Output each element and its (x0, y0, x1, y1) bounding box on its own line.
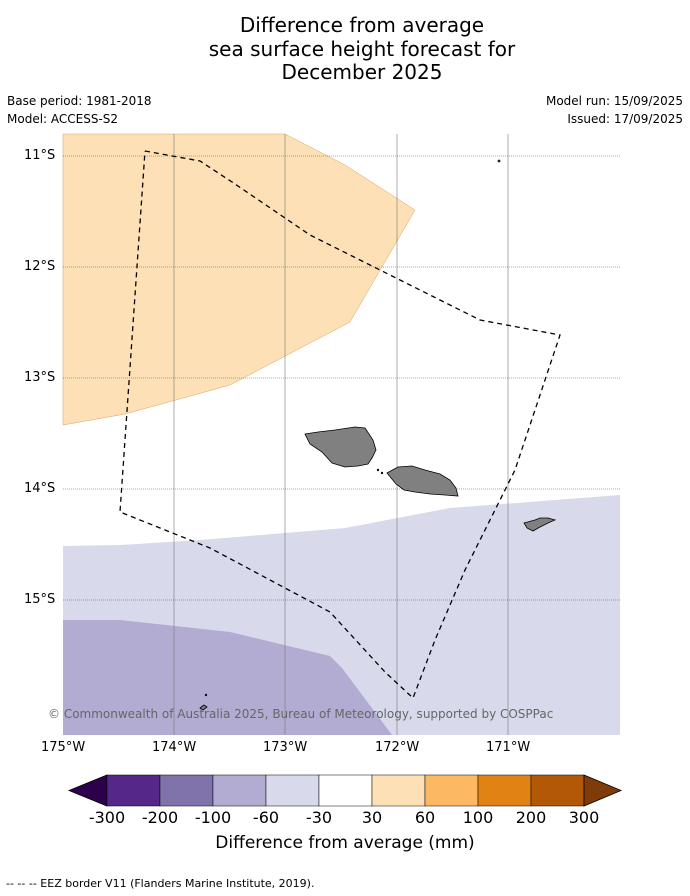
colorbar-tick-label: -200 (141, 808, 179, 827)
lat-label-13s: 13°S (24, 370, 56, 385)
base-period: Base period: 1981-2018 (7, 94, 152, 108)
map-gridlines (173, 134, 509, 735)
eez-footnote: -- -- -- EEZ border V11 (Flanders Marine… (6, 877, 315, 890)
lon-label-171w: 171°W (486, 740, 531, 755)
colorbar-tick-label: -30 (305, 808, 333, 827)
colorbar-cell (106, 774, 161, 807)
savaii-island (304, 426, 377, 468)
colorbar-tick-label: -100 (194, 808, 232, 827)
tutuila-island (523, 517, 557, 532)
colorbar-cell (159, 774, 214, 807)
model-name: Model: ACCESS-S2 (7, 112, 119, 126)
eez-border (119, 150, 561, 700)
colorbar-cell (424, 774, 479, 807)
small-island-north (497, 159, 501, 163)
positive-anomaly-region (62, 133, 416, 426)
title-line-3: December 2025 (281, 60, 443, 84)
samoa-islands (199, 159, 557, 711)
upolu-island (386, 465, 459, 497)
colorbar-label: Difference from average (mm) (215, 833, 475, 853)
colorbar-cell (371, 774, 426, 807)
lon-label-172w: 172°W (375, 740, 420, 755)
negative-anomaly-region-medium (63, 620, 392, 735)
colorbar-extension-high (583, 774, 623, 807)
colorbar-extension-low (67, 774, 108, 807)
lat-label-14s: 14°S (24, 481, 56, 496)
small-islet-a (376, 468, 380, 472)
colorbar-tick-label: 60 (414, 808, 436, 827)
small-island-south (199, 704, 208, 711)
lon-label-174w: 174°W (152, 740, 197, 755)
colorbar-cell (265, 774, 320, 807)
colorbar-cell (318, 774, 373, 807)
colorbar-tick-label: 100 (462, 808, 494, 827)
colorbar-tick-label: 200 (515, 808, 547, 827)
lon-label-175w: 175°W (41, 740, 86, 755)
colorbar-tick-label: -60 (252, 808, 280, 827)
copyright-notice: © Commonwealth of Australia 2025, Bureau… (48, 707, 554, 721)
small-islet-c (204, 693, 208, 697)
colorbar-cell (530, 774, 585, 807)
colorbar-cell (477, 774, 532, 807)
title-line-2: sea surface height forecast for (208, 36, 516, 61)
small-islet-b (380, 471, 384, 475)
issued-date: Issued: 17/09/2025 (567, 112, 683, 126)
colorbar-tick-label: -300 (88, 808, 126, 827)
lat-label-12s: 12°S (24, 259, 56, 274)
title-line-1: Difference from average (239, 13, 485, 37)
colorbar-cell (212, 774, 267, 807)
map-title: Difference from average sea surface heig… (0, 13, 690, 85)
colorbar-cells (67, 774, 623, 807)
map-latitude-lines (63, 155, 620, 601)
model-run: Model run: 15/09/2025 (545, 94, 683, 108)
lat-label-11s: 11°S (24, 148, 56, 163)
lon-label-173w: 173°W (263, 740, 308, 755)
sea-level-map (62, 133, 620, 735)
colorbar-tick-label: 30 (361, 808, 383, 827)
colorbar-tick-label: 300 (568, 808, 600, 827)
lat-label-15s: 15°S (24, 592, 56, 607)
colorbar (67, 774, 623, 807)
